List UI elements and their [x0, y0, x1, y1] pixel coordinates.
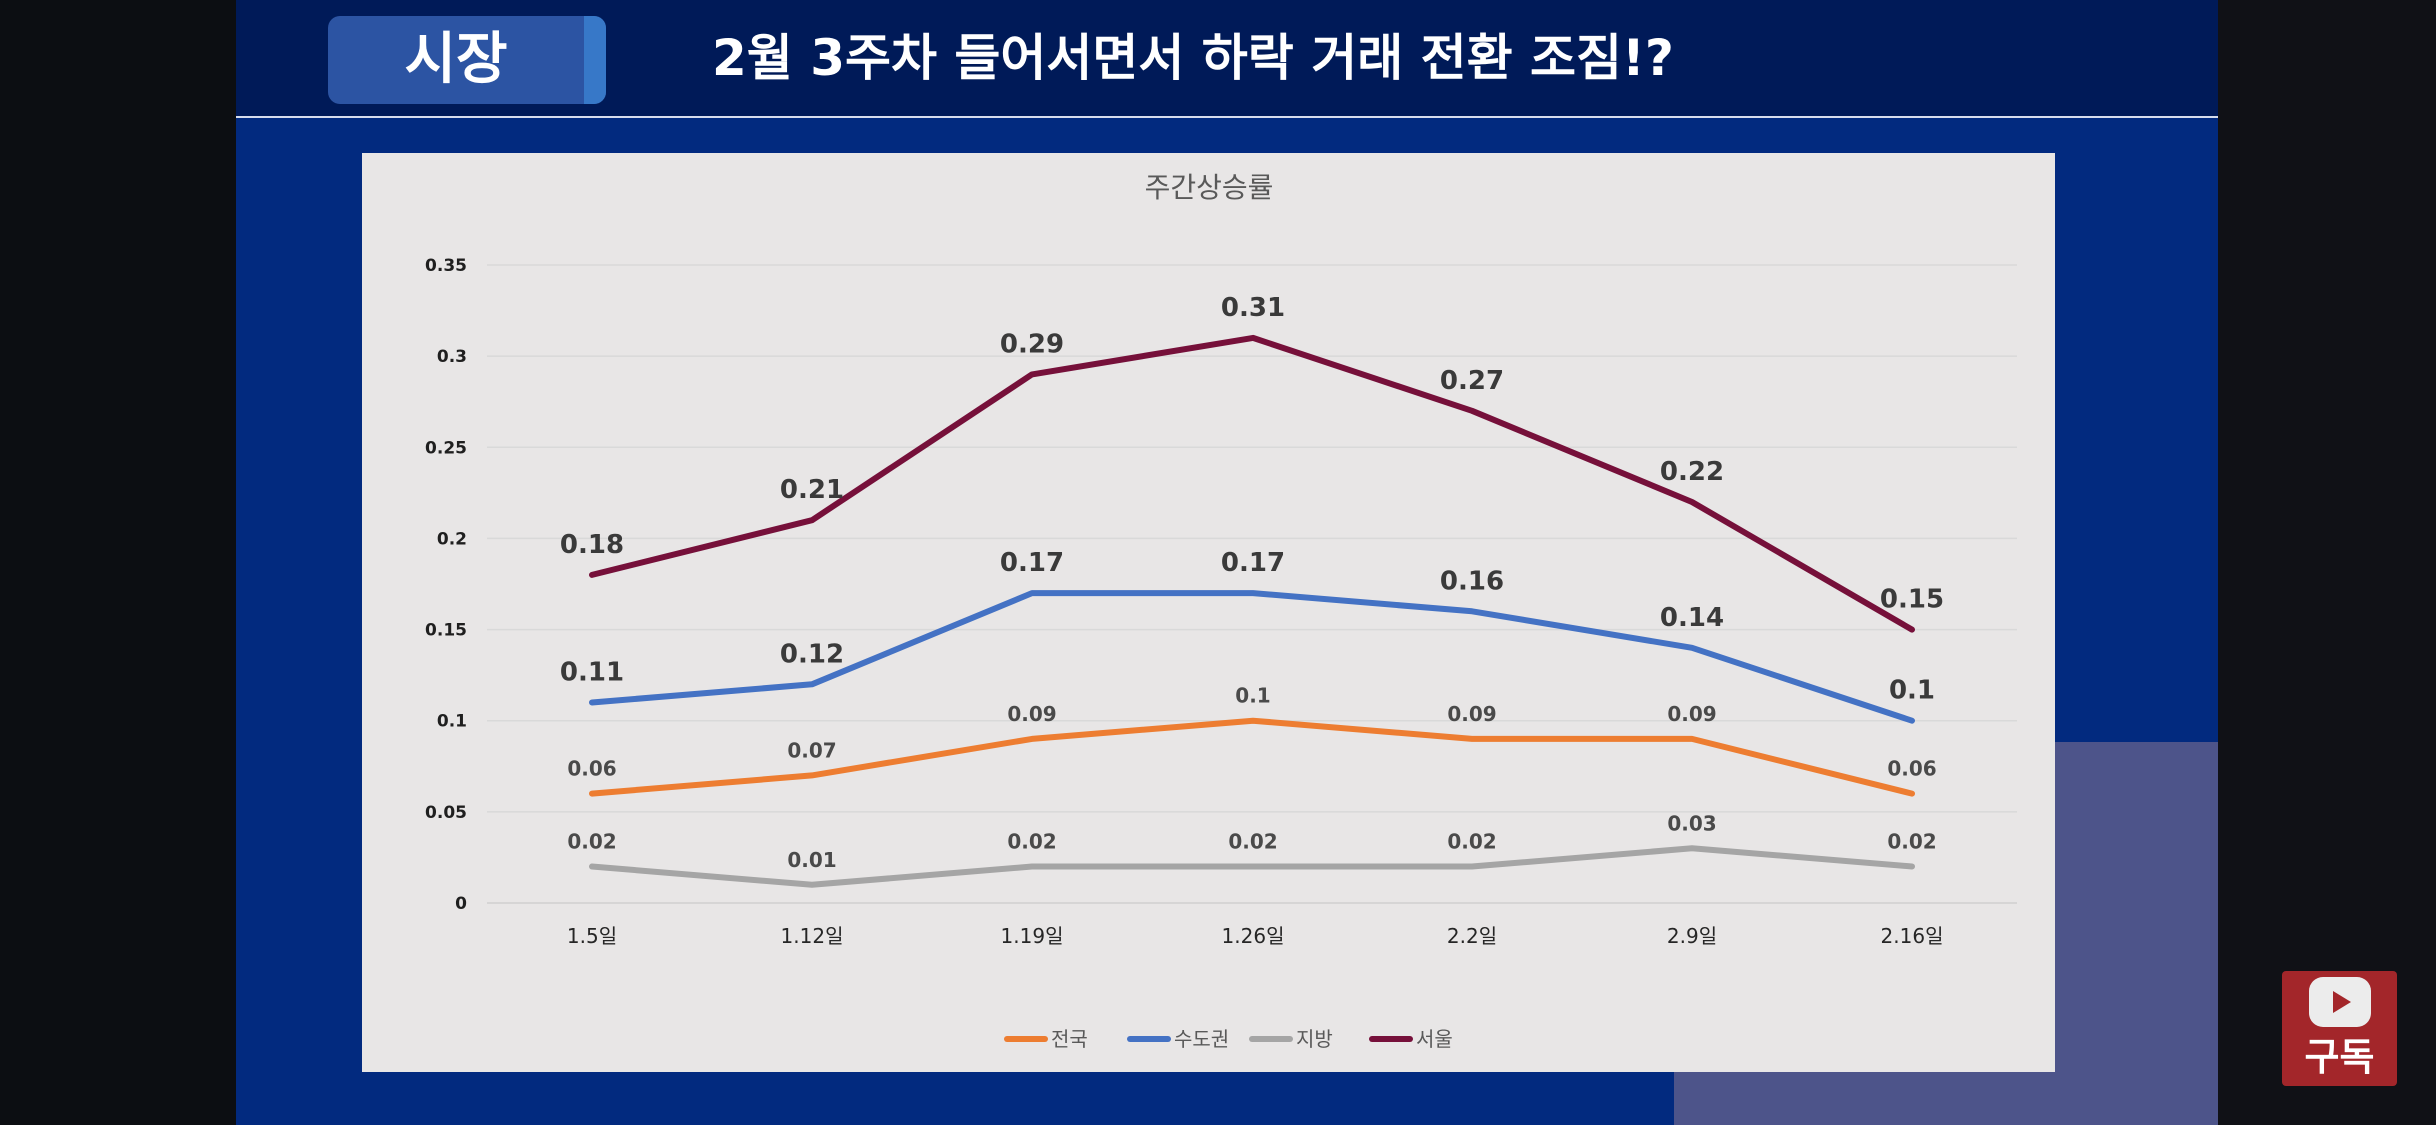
x-tick-label: 1.5일 [567, 924, 617, 948]
left-letterbox [0, 0, 236, 1125]
line-chart: 주간상승률 0 0.05 0.1 0.15 0.2 0.25 0.3 0.35 1.5일 1.1… [425, 171, 2017, 1051]
y-tick-label: 0.1 [437, 712, 467, 732]
y-tick-label: 0.15 [425, 621, 467, 641]
y-tick-label: 0.2 [437, 529, 467, 549]
series-line-서울 [589, 334, 1915, 633]
subscribe-button[interactable]: 구독 [2282, 971, 2397, 1086]
y-tick-label: 0 [455, 894, 467, 914]
x-tick-label: 2.16일 [1881, 924, 1944, 948]
youtube-play-icon [2309, 977, 2371, 1027]
subscribe-label: 구독 [2304, 1035, 2375, 1079]
data-label: 0.17 [1000, 548, 1064, 578]
x-axis-ticks: 1.5일 1.12일 1.19일 1.26일 2.2일 2.9일 2.16일 [567, 924, 1944, 948]
data-label: 0.06 [1887, 757, 1936, 781]
right-letterbox [2218, 0, 2436, 1125]
data-label: 0.02 [567, 830, 616, 854]
data-label: 0.01 [787, 848, 836, 872]
data-labels: 0.02 0.01 0.02 0.02 0.02 0.03 0.02 0.06 0.07 0.09… [560, 293, 1944, 872]
slide-header: 시장 2월 3주차 들어서면서 하락 거래 전환 조짐!? [236, 0, 2218, 118]
data-label: 0.18 [560, 530, 624, 560]
data-label: 0.16 [1440, 566, 1504, 596]
series-line-전국 [589, 717, 1915, 797]
chart-panel: 주간상승률 0 0.05 0.1 0.15 0.2 0.25 0.3 0.35 1.5일 1.1… [362, 153, 2055, 1072]
x-tick-label: 1.26일 [1222, 924, 1285, 948]
section-badge-accent [584, 16, 606, 104]
data-label: 0.02 [1007, 830, 1056, 854]
data-label: 0.31 [1221, 293, 1285, 323]
data-label: 0.02 [1447, 830, 1496, 854]
data-label: 0.09 [1447, 702, 1496, 726]
series-line-지방 [589, 845, 1915, 888]
legend-label-전국: 전국 [1051, 1027, 1088, 1051]
legend-label-지방: 지방 [1296, 1027, 1333, 1051]
x-tick-label: 1.12일 [781, 924, 844, 948]
gridlines [487, 264, 2017, 904]
data-label: 0.29 [1000, 329, 1064, 359]
data-label: 0.1 [1235, 684, 1270, 708]
legend-label-서울: 서울 [1416, 1027, 1453, 1051]
play-triangle-icon [2333, 991, 2351, 1013]
data-label: 0.14 [1660, 603, 1724, 633]
x-tick-label: 2.2일 [1447, 924, 1497, 948]
data-label: 0.09 [1007, 702, 1056, 726]
data-label: 0.22 [1660, 457, 1724, 487]
x-tick-label: 1.19일 [1001, 924, 1064, 948]
data-label: 0.11 [560, 657, 624, 687]
data-label: 0.02 [1228, 830, 1277, 854]
data-label: 0.09 [1667, 702, 1716, 726]
y-tick-label: 0.3 [437, 347, 467, 367]
x-tick-label: 2.9일 [1667, 924, 1717, 948]
data-label: 0.12 [780, 639, 844, 669]
data-label: 0.06 [567, 757, 616, 781]
slide-title: 2월 3주차 들어서면서 하락 거래 전환 조짐!? [712, 29, 1674, 87]
series-line-수도권 [589, 590, 1915, 724]
data-label: 0.17 [1221, 548, 1285, 578]
data-label: 0.21 [780, 475, 844, 505]
data-label: 0.1 [1889, 676, 1935, 706]
presentation-slide: 시장 2월 3주차 들어서면서 하락 거래 전환 조짐!? 주간상승률 0 0.0… [236, 0, 2218, 1125]
chart-legend[interactable]: 전국 수도권 지방 서울 [1004, 1027, 1453, 1051]
section-badge: 시장 [328, 16, 606, 104]
data-label: 0.27 [1440, 366, 1504, 396]
data-label: 0.15 [1880, 585, 1944, 615]
chart-title: 주간상승률 [1145, 171, 1274, 204]
data-label: 0.02 [1887, 830, 1936, 854]
y-axis-ticks: 0 0.05 0.1 0.15 0.2 0.25 0.3 0.35 [425, 256, 467, 914]
y-tick-label: 0.05 [425, 803, 467, 823]
data-label: 0.07 [787, 738, 836, 762]
data-label: 0.03 [1667, 811, 1716, 835]
legend-label-수도권: 수도권 [1174, 1027, 1229, 1051]
section-badge-label: 시장 [404, 27, 508, 92]
y-tick-label: 0.25 [425, 438, 467, 458]
series-lines [589, 334, 1915, 888]
y-tick-label: 0.35 [425, 256, 467, 276]
